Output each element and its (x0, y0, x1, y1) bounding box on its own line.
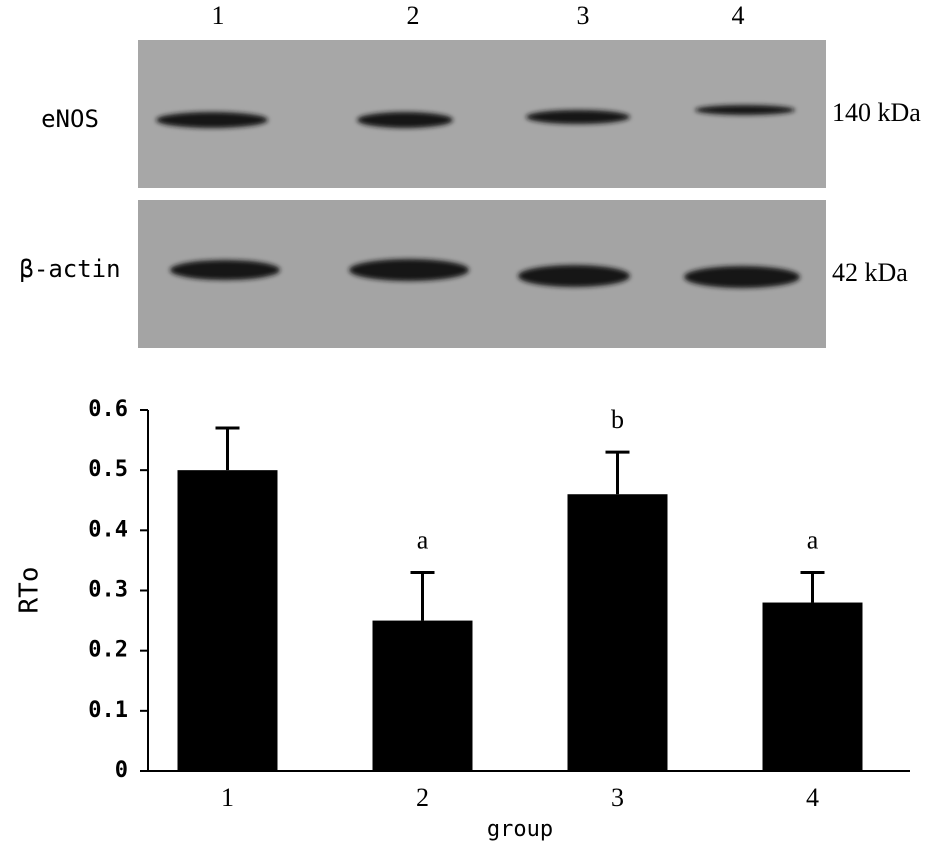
error-bar (605, 450, 630, 495)
error-bar (410, 570, 435, 621)
significance-label: a (807, 525, 819, 554)
band (357, 112, 453, 128)
y-tick-label: 0.3 (88, 578, 128, 603)
x-tick-label: 1 (221, 783, 234, 812)
band (695, 105, 795, 115)
bar (762, 602, 863, 771)
x-tick-label: 4 (806, 783, 819, 812)
band (526, 110, 630, 124)
significance-label: a (417, 525, 429, 554)
y-tick-label: 0.5 (88, 457, 128, 482)
size-label: 140 kDa (832, 98, 921, 127)
y-axis-label: RTo (15, 567, 45, 614)
x-tick-label: 3 (611, 783, 624, 812)
lane-label: 2 (407, 1, 420, 30)
row-label: β-actin (19, 255, 120, 283)
y-tick-label: 0.6 (88, 397, 128, 422)
x-tick-label: 2 (416, 783, 429, 812)
x-axis-label: group (487, 817, 553, 842)
y-tick-label: 0.1 (88, 698, 128, 723)
row-label: eNOS (41, 105, 99, 133)
error-bar (800, 570, 825, 603)
band (518, 265, 630, 287)
blot: 1 2 3 4 eNOS β-actin 140 kDa 42 kDa (19, 1, 921, 348)
size-label: 42 kDa (832, 258, 908, 287)
bar (372, 620, 473, 771)
band (349, 259, 469, 281)
bar (567, 494, 668, 771)
band (156, 112, 268, 128)
lane-label: 4 (732, 1, 745, 30)
significance-label: b (611, 405, 624, 434)
y-tick-label: 0 (115, 758, 128, 783)
band (684, 266, 800, 288)
lane-label: 3 (577, 1, 590, 30)
error-bar (215, 426, 240, 471)
blot-panel (138, 40, 826, 188)
band (170, 260, 280, 280)
lane-label: 1 (212, 1, 225, 30)
bar (177, 470, 278, 771)
y-tick-label: 0.4 (88, 517, 128, 542)
y-tick-label: 0.2 (88, 638, 128, 663)
